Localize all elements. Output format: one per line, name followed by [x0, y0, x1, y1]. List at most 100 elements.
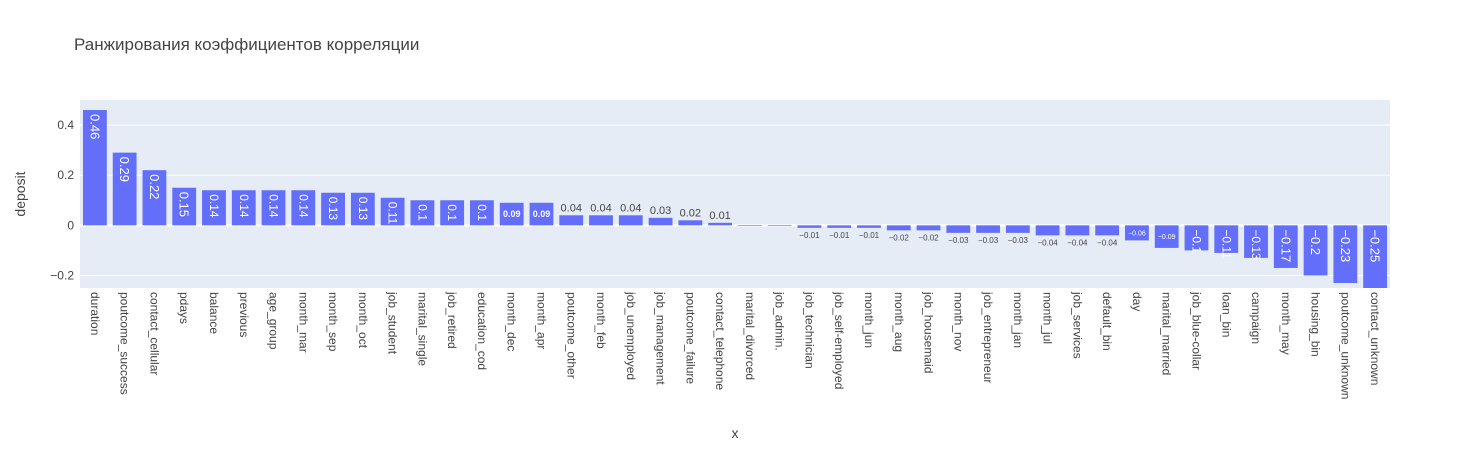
- bar-value-label: 0.29: [117, 157, 132, 182]
- bar-value-label: 0.14: [267, 194, 281, 218]
- x-tick-label: age_group: [267, 292, 281, 350]
- bar: [172, 187, 197, 226]
- y-tick-label: 0.4: [57, 118, 74, 132]
- bar: [737, 225, 762, 226]
- bar-value-label: 0.22: [147, 174, 162, 199]
- bar: [1303, 225, 1328, 276]
- bar: [857, 225, 881, 228]
- x-tick-label: day: [1130, 292, 1144, 311]
- bar-value-label: 0.09: [533, 209, 551, 219]
- bar-value-label: 0.04: [590, 202, 611, 214]
- bar: [231, 190, 256, 226]
- x-tick-label: education_cod: [475, 292, 489, 370]
- x-tick-label: housing_bin: [1309, 292, 1323, 357]
- x-tick-label: month_jan: [1011, 292, 1025, 348]
- bar: [618, 215, 643, 226]
- bar: [291, 190, 316, 226]
- x-tick-label: job_student: [386, 291, 400, 355]
- x-tick-label: previous: [237, 292, 251, 337]
- bars: [82, 110, 1388, 288]
- bar: [1244, 225, 1268, 258]
- bar: [1095, 225, 1120, 236]
- bar-value-label: −0.09: [1158, 234, 1176, 241]
- bar-value-label: −0.23: [1338, 229, 1353, 262]
- x-tick-label: poutcome_unknown: [1338, 292, 1352, 399]
- bar: [470, 200, 494, 226]
- y-tick-label: 0: [67, 218, 74, 232]
- bar: [797, 225, 822, 228]
- x-tick-label: poutcome_success: [118, 292, 132, 395]
- x-tick-label: month_jul: [1041, 292, 1055, 344]
- bar: [1035, 225, 1060, 236]
- bar: [410, 200, 435, 226]
- x-tick-label: contact_unknown: [1368, 292, 1382, 385]
- bar: [678, 220, 703, 226]
- bar-value-label: −0.04: [1067, 238, 1088, 247]
- bar: [1154, 225, 1179, 248]
- bar: [440, 200, 465, 226]
- bar: [767, 225, 792, 226]
- x-tick-label: job_management: [654, 291, 668, 385]
- bar-value-label: 0.11: [386, 202, 400, 225]
- bar-value-label: −0.01: [799, 231, 820, 240]
- x-tick-label: job_admin.: [773, 291, 787, 351]
- bar-value-label: 0.15: [177, 192, 192, 217]
- x-tick-label: month_apr: [534, 292, 548, 349]
- chart-title: Ранжирования коэффициентов корреляции: [74, 35, 419, 54]
- x-tick-label: duration: [88, 292, 102, 335]
- bar: [976, 225, 1000, 233]
- bar-value-label: 0.13: [356, 197, 370, 221]
- bar: [1214, 225, 1239, 253]
- x-tick-label: job_entrepreneur: [981, 291, 995, 383]
- bar: [82, 110, 107, 226]
- x-tick-label: balance: [207, 292, 221, 334]
- bar: [1005, 225, 1030, 233]
- bar: [1065, 225, 1090, 236]
- bar-value-label: −0.01: [829, 231, 850, 240]
- bar-value-label: 0.14: [296, 194, 310, 218]
- bar-value-label: 0.14: [207, 194, 221, 218]
- bar: [112, 152, 137, 226]
- bar: [529, 202, 554, 226]
- bar-value-label: −0.01: [859, 231, 880, 240]
- x-tick-label: marital_divorced: [743, 292, 757, 380]
- bar: [142, 170, 167, 226]
- x-tick-label: job_services: [1070, 291, 1084, 359]
- x-tick-label: month_feb: [594, 292, 608, 349]
- bar-value-label: −0.03: [948, 236, 969, 245]
- bar: [1184, 225, 1209, 251]
- bar-value-label: −0.1: [1189, 229, 1203, 253]
- y-tick-label: −0.2: [50, 268, 74, 282]
- x-tick-label: month_oct: [356, 292, 370, 349]
- bar: [321, 192, 345, 226]
- x-tick-label: contact_telephone: [713, 292, 727, 390]
- y-axis-ticks: −0.2 0 0.2 0.4: [50, 118, 74, 282]
- bar-value-label: 0.01: [709, 210, 730, 222]
- bar: [708, 222, 733, 226]
- x-axis-ticks: duration poutcome_success contact_cellular…: [88, 291, 1382, 399]
- x-tick-label: month_aug: [892, 292, 906, 352]
- bar: [916, 225, 941, 231]
- x-tick-label: job_unemployed: [624, 291, 638, 380]
- bar-value-label: −0.25: [1368, 229, 1383, 262]
- bar: [350, 192, 375, 226]
- bar-value-label: 0.46: [87, 114, 102, 139]
- x-tick-label: month_may: [1279, 292, 1293, 355]
- bar-value-label: 0.1: [445, 204, 459, 221]
- x-tick-label: poutcome_other: [564, 292, 578, 379]
- bar-value-label: 0.04: [620, 202, 641, 214]
- bar: [589, 215, 613, 226]
- bar: [1273, 225, 1298, 268]
- bar-value-label: −0.2: [1308, 229, 1323, 255]
- bar: [499, 202, 524, 226]
- bar-value-label: −0.03: [978, 236, 999, 245]
- x-tick-label: job_retired: [445, 291, 459, 349]
- x-axis-title: x: [732, 425, 739, 441]
- bar: [886, 225, 911, 231]
- x-tick-label: job_technician: [802, 291, 816, 369]
- x-tick-label: marital_married: [1160, 292, 1174, 375]
- bar-value-label: −0.17: [1278, 229, 1293, 262]
- x-tick-label: marital_single: [415, 292, 429, 366]
- bar: [1333, 225, 1358, 283]
